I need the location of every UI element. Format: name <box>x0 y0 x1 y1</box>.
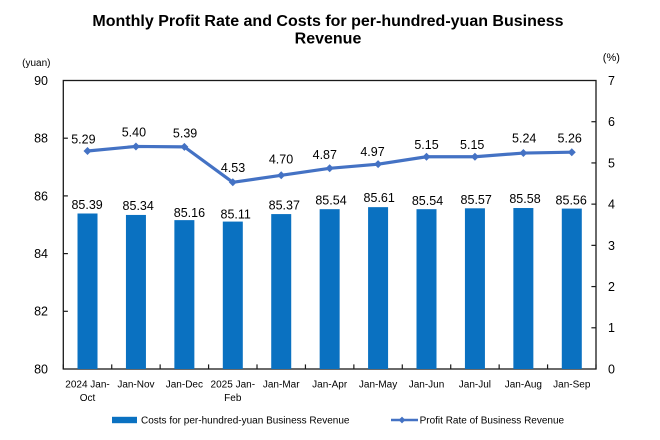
svg-text:Costs for per-hundred-yuan Bus: Costs for per-hundred-yuan Business Reve… <box>141 415 350 426</box>
svg-text:85.58: 85.58 <box>509 192 540 206</box>
svg-text:Feb: Feb <box>224 393 242 404</box>
svg-text:85.61: 85.61 <box>364 191 395 205</box>
svg-text:85.57: 85.57 <box>461 193 492 207</box>
svg-text:7: 7 <box>608 74 615 88</box>
svg-text:85.39: 85.39 <box>71 198 102 212</box>
svg-text:(yuan): (yuan) <box>22 58 50 69</box>
svg-text:5.40: 5.40 <box>122 126 146 140</box>
svg-text:Jan-Dec: Jan-Dec <box>166 379 203 390</box>
svg-text:Jan-May: Jan-May <box>359 379 397 390</box>
svg-text:Jan-Sep: Jan-Sep <box>553 379 591 390</box>
svg-text:2025 Jan-: 2025 Jan- <box>211 379 255 390</box>
svg-text:Jan-Jul: Jan-Jul <box>459 379 491 390</box>
svg-text:4.87: 4.87 <box>313 148 337 162</box>
svg-text:6: 6 <box>608 115 615 129</box>
svg-text:Jan-Mar: Jan-Mar <box>263 379 300 390</box>
svg-text:2: 2 <box>608 280 615 294</box>
svg-text:(%): (%) <box>603 52 620 64</box>
svg-text:85.54: 85.54 <box>315 194 346 208</box>
svg-text:4.70: 4.70 <box>269 153 293 167</box>
svg-text:86: 86 <box>34 189 48 203</box>
svg-text:5.15: 5.15 <box>460 138 484 152</box>
svg-text:85.16: 85.16 <box>174 206 205 220</box>
svg-text:Jan-Jun: Jan-Jun <box>409 379 445 390</box>
svg-text:5: 5 <box>608 156 615 170</box>
svg-text:Jan-Aug: Jan-Aug <box>505 379 542 390</box>
svg-text:0: 0 <box>608 362 615 376</box>
svg-text:2024 Jan-: 2024 Jan- <box>65 379 109 390</box>
svg-text:5.24: 5.24 <box>512 132 536 146</box>
svg-text:Jan-Apr: Jan-Apr <box>312 379 348 390</box>
svg-text:Profit Rate of Business Revenu: Profit Rate of Business Revenue <box>420 415 565 426</box>
svg-text:5.29: 5.29 <box>71 133 95 147</box>
svg-text:88: 88 <box>34 132 48 146</box>
svg-text:1: 1 <box>608 321 615 335</box>
svg-text:90: 90 <box>34 74 48 88</box>
svg-text:85.11: 85.11 <box>221 207 251 221</box>
svg-text:4.97: 4.97 <box>360 145 384 159</box>
svg-text:Oct: Oct <box>80 393 96 404</box>
svg-text:3: 3 <box>608 239 615 253</box>
svg-text:84: 84 <box>34 247 48 261</box>
svg-text:5.39: 5.39 <box>173 126 197 140</box>
svg-text:85.34: 85.34 <box>123 199 154 213</box>
svg-text:4: 4 <box>608 198 615 212</box>
svg-text:Revenue: Revenue <box>295 31 362 48</box>
svg-text:82: 82 <box>34 305 48 319</box>
svg-text:Monthly Profit Rate and Costs: Monthly Profit Rate and Costs for per-hu… <box>92 13 563 30</box>
svg-text:5.26: 5.26 <box>558 132 582 146</box>
svg-text:4.53: 4.53 <box>221 161 245 175</box>
svg-text:5.15: 5.15 <box>414 138 438 152</box>
svg-text:85.54: 85.54 <box>412 194 443 208</box>
svg-text:85.56: 85.56 <box>556 194 587 208</box>
svg-text:80: 80 <box>34 362 48 376</box>
svg-text:85.37: 85.37 <box>269 198 300 212</box>
svg-text:Jan-Nov: Jan-Nov <box>117 379 154 390</box>
